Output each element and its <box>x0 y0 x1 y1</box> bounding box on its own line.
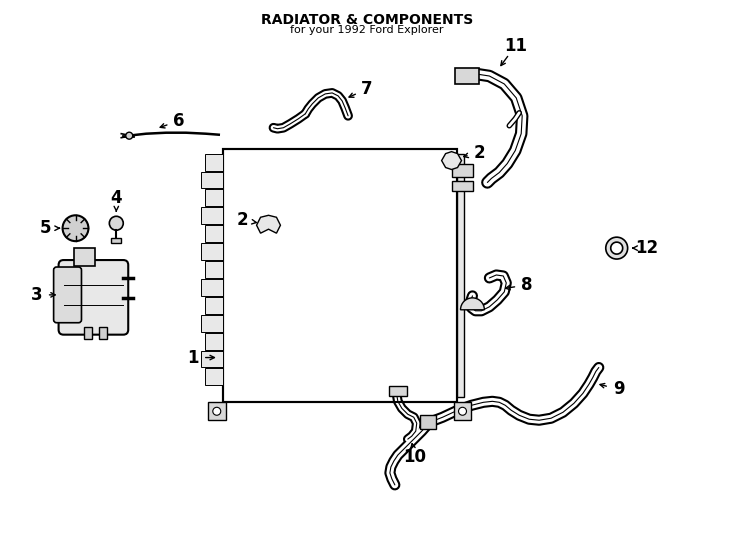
Text: 5: 5 <box>40 219 51 237</box>
Bar <box>222 148 457 402</box>
Bar <box>454 68 479 84</box>
Bar <box>205 368 222 386</box>
Bar <box>420 415 436 429</box>
Text: 2: 2 <box>237 211 248 230</box>
Text: 3: 3 <box>31 286 43 304</box>
Bar <box>112 238 121 243</box>
Bar <box>205 297 222 314</box>
Text: 4: 4 <box>111 190 122 207</box>
Text: 1: 1 <box>187 348 199 367</box>
Circle shape <box>126 132 133 139</box>
Bar <box>222 148 457 402</box>
Text: 7: 7 <box>361 80 373 98</box>
Text: 9: 9 <box>613 380 625 399</box>
Bar <box>457 153 465 397</box>
Bar <box>201 350 222 368</box>
Text: 8: 8 <box>521 276 533 294</box>
Bar <box>84 327 92 339</box>
Polygon shape <box>257 215 280 233</box>
Text: RADIATOR & COMPONENTS: RADIATOR & COMPONENTS <box>261 14 473 28</box>
Circle shape <box>62 215 88 241</box>
Bar <box>222 148 457 402</box>
Text: 11: 11 <box>504 37 527 55</box>
Bar <box>99 327 107 339</box>
Bar <box>201 315 222 332</box>
Bar <box>208 402 226 420</box>
Bar <box>205 261 222 278</box>
Circle shape <box>109 217 123 230</box>
Circle shape <box>213 407 221 415</box>
Polygon shape <box>442 152 462 170</box>
Circle shape <box>459 407 467 415</box>
Bar <box>389 387 407 396</box>
Text: 2: 2 <box>473 144 485 161</box>
Wedge shape <box>460 298 484 310</box>
Bar <box>73 248 95 266</box>
Bar <box>201 243 222 260</box>
Bar <box>205 333 222 349</box>
Bar <box>201 207 222 224</box>
FancyBboxPatch shape <box>59 260 128 335</box>
Bar <box>205 190 222 206</box>
Bar <box>451 181 473 191</box>
Bar <box>205 225 222 242</box>
Bar <box>454 402 471 420</box>
Text: 6: 6 <box>173 112 185 130</box>
Text: for your 1992 Ford Explorer: for your 1992 Ford Explorer <box>290 25 444 35</box>
FancyBboxPatch shape <box>54 267 81 323</box>
Bar <box>451 164 473 178</box>
Text: 10: 10 <box>403 448 426 466</box>
Bar <box>205 153 222 171</box>
Bar <box>201 172 222 188</box>
Wedge shape <box>606 237 628 259</box>
Text: 12: 12 <box>635 239 658 257</box>
Bar <box>201 279 222 296</box>
